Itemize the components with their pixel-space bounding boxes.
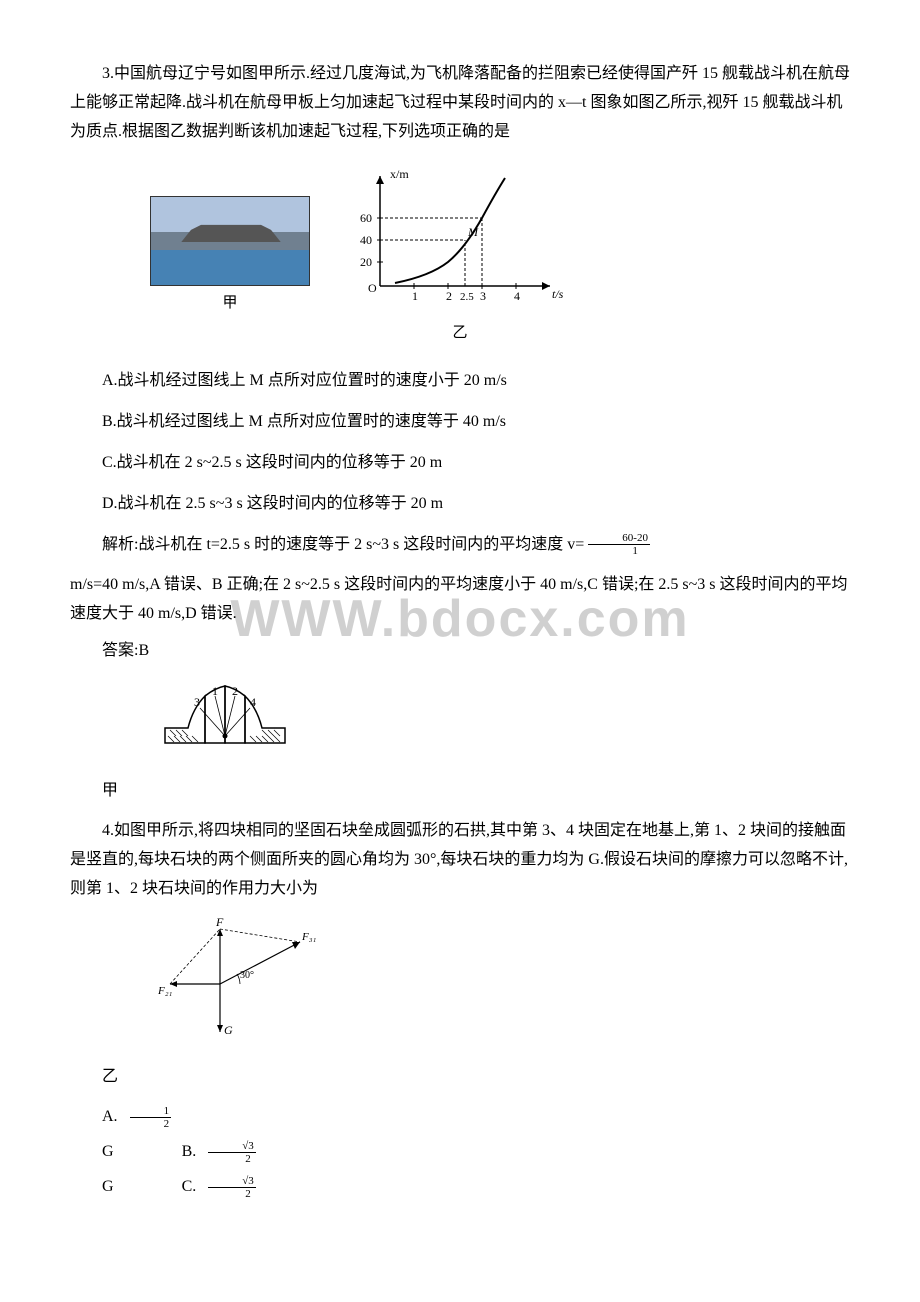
q3-solution-line2: m/s=40 m/s,A 错误、B 正确;在 2 s~2.5 s 这段时间内的平…: [70, 571, 850, 629]
figure-a-label: 甲: [222, 290, 237, 317]
solution-frac-num: 60-20: [588, 532, 650, 545]
arch-num-2: 2: [232, 684, 238, 698]
force-f31: F₃₁: [301, 931, 317, 943]
q3-option-d: D.战斗机在 2.5 s~3 s 这段时间内的位移等于 20 m: [70, 490, 850, 519]
q4-b-label: B.: [182, 1143, 197, 1160]
ship-image-placeholder: [150, 196, 310, 286]
xtick-2: 2: [446, 289, 452, 303]
arch-num-4: 4: [250, 695, 256, 709]
page-content: 3.中国航母辽宁号如图甲所示.经过几度海试,为飞机降落配备的拦阻索已经使得国产歼…: [70, 60, 850, 1202]
q3-option-a: A.战斗机经过图线上 M 点所对应位置时的速度小于 20 m/s: [70, 367, 850, 396]
q4-option-a: A. 1 2: [70, 1103, 850, 1132]
figure-a: 甲: [150, 196, 310, 317]
force-figure: F F₃₁ F₂₁ G 30°: [150, 914, 850, 1055]
force-angle: 30°: [240, 970, 254, 981]
arch-num-3: 3: [194, 695, 200, 709]
q4-a-den: 2: [130, 1118, 172, 1130]
q3-text: 3.中国航母辽宁号如图甲所示.经过几度海试,为飞机降落配备的拦阻索已经使得国产歼…: [70, 60, 850, 146]
point-m-label: M: [467, 225, 479, 239]
q4-text: 4.如图甲所示,将四块相同的坚固石块垒成圆弧形的石拱,其中第 3、4 块固定在地…: [70, 817, 850, 903]
xtick-2p5: 2.5: [460, 291, 474, 303]
x-axis-label: t/s: [552, 287, 564, 301]
q4-b-fraction: √3 2: [208, 1140, 256, 1165]
ytick-20: 20: [360, 255, 372, 269]
q4-a-fraction: 1 2: [130, 1105, 172, 1130]
q3-option-c: C.战斗机在 2 s~2.5 s 这段时间内的位移等于 20 m: [70, 449, 850, 478]
q4-c-num: √3: [208, 1175, 256, 1188]
y-axis-label: x/m: [390, 167, 409, 181]
force-f21: F₂₁: [157, 985, 173, 997]
q4-c-label: C.: [182, 1178, 197, 1195]
arch-figure: 3 1 2 4: [150, 678, 850, 769]
arch-num-1: 1: [212, 684, 218, 698]
xt-chart: x/m t/s O 20 40 60 1 2 2.5 3 4: [350, 166, 570, 316]
q3-option-b: B.战斗机经过图线上 M 点所对应位置时的速度等于 40 m/s: [70, 408, 850, 437]
q3-solution-line1: 解析:战斗机在 t=2.5 s 时的速度等于 2 s~3 s 这段时间内的平均速…: [70, 531, 850, 560]
solution-prefix: 解析:战斗机在 t=2.5 s 时的速度等于 2 s~3 s 这段时间内的平均速…: [102, 536, 584, 553]
q4-c-prefix: G: [102, 1178, 114, 1195]
arch-label: 甲: [70, 777, 850, 806]
q4-option-b: G B. √3 2: [70, 1138, 850, 1167]
solution-fraction: 60-20 1: [588, 532, 650, 557]
q4-a-num: 1: [130, 1105, 172, 1118]
q4-c-den: 2: [208, 1188, 256, 1200]
figure-b: x/m t/s O 20 40 60 1 2 2.5 3 4: [350, 166, 570, 347]
origin-label: O: [368, 281, 377, 295]
q4-c-fraction: √3 2: [208, 1175, 256, 1200]
q3-figures: 甲 x/m t/s O 20 40 60 1 2 2.5 3 4: [150, 166, 850, 347]
q4-a-label: A.: [102, 1108, 118, 1125]
q4-b-den: 2: [208, 1153, 256, 1165]
arch-svg: 3 1 2 4: [150, 678, 300, 758]
q3-answer: 答案:B: [70, 637, 850, 666]
ytick-40: 40: [360, 233, 372, 247]
xtick-3: 3: [480, 289, 486, 303]
q4-option-c: G C. √3 2: [70, 1173, 850, 1202]
xtick-1: 1: [412, 289, 418, 303]
q4-b-prefix: G: [102, 1143, 114, 1160]
force-g: G: [224, 1023, 233, 1037]
xtick-4: 4: [514, 289, 520, 303]
figure-b-label: 乙: [452, 320, 467, 347]
force-svg: F F₃₁ F₂₁ G 30°: [150, 914, 320, 1044]
force-f: F: [215, 915, 224, 929]
force-label: 乙: [70, 1063, 850, 1092]
ytick-60: 60: [360, 211, 372, 225]
q4-b-num: √3: [208, 1140, 256, 1153]
solution-frac-den: 1: [588, 545, 650, 557]
